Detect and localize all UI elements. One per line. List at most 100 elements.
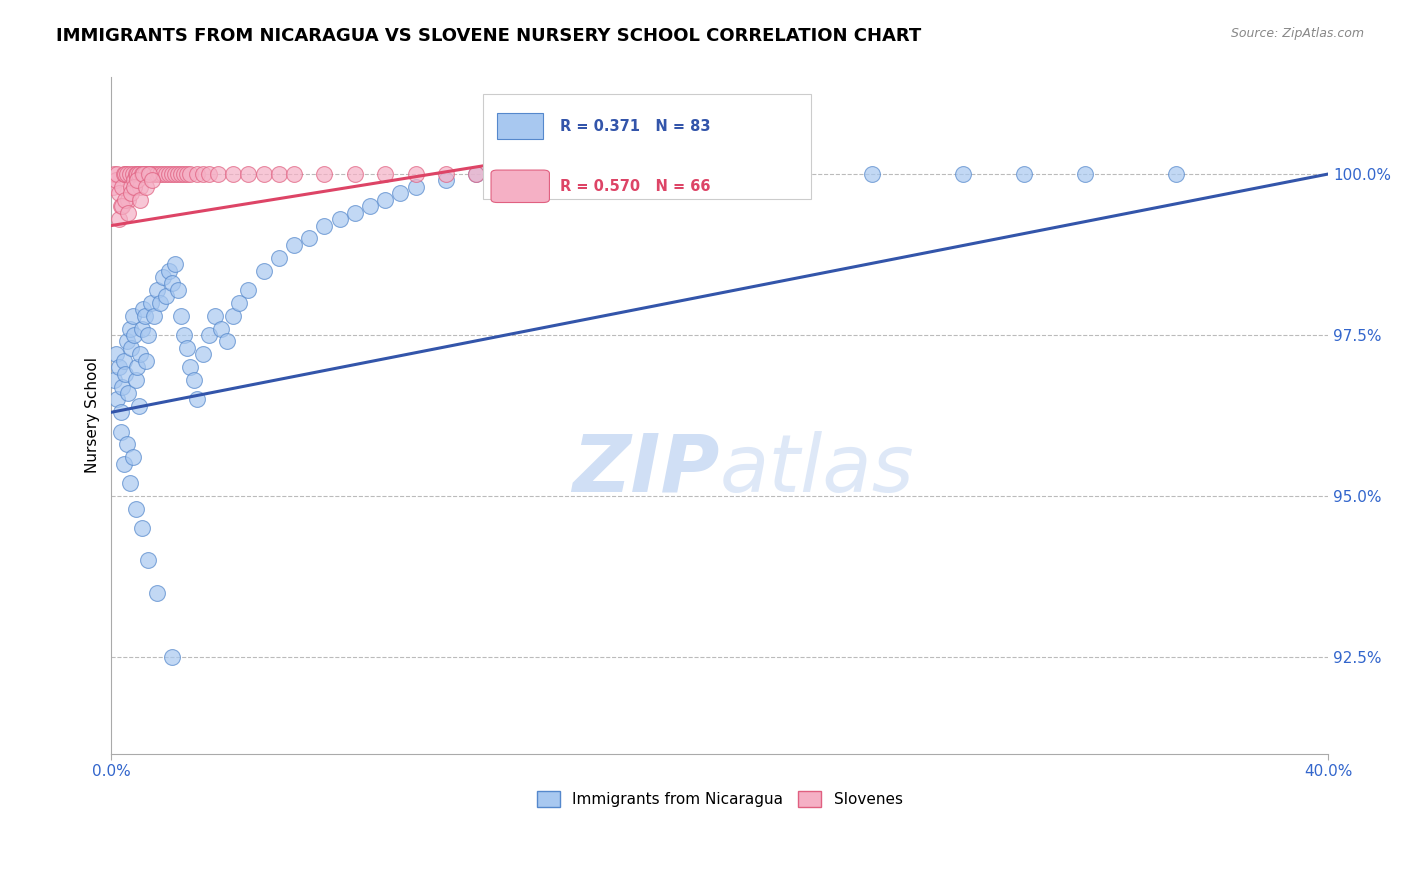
Point: [179, 360, 201, 375]
Point: [162, 277, 184, 291]
Point: [143, 167, 166, 181]
Point: [1164, 167, 1187, 181]
Point: [165, 257, 187, 271]
Legend: Immigrants from Nicaragua, Slovenes: Immigrants from Nicaragua, Slovenes: [531, 785, 908, 814]
Point: [135, 353, 157, 368]
Text: R = 0.371   N = 83: R = 0.371 N = 83: [561, 119, 711, 134]
Point: [209, 321, 232, 335]
Point: [405, 167, 427, 181]
Point: [110, 425, 132, 439]
Point: [170, 309, 193, 323]
Point: [110, 405, 132, 419]
Point: [155, 289, 177, 303]
Point: [117, 386, 139, 401]
Point: [108, 186, 131, 201]
Point: [128, 167, 150, 181]
Point: [108, 360, 131, 375]
Point: [526, 167, 548, 181]
Point: [120, 180, 142, 194]
Point: [648, 167, 671, 181]
Point: [238, 283, 260, 297]
Point: [170, 167, 193, 181]
Point: [104, 347, 127, 361]
Point: [128, 399, 150, 413]
Point: [131, 321, 153, 335]
Point: [434, 173, 457, 187]
Point: [298, 231, 321, 245]
Point: [359, 199, 381, 213]
Point: [131, 167, 153, 181]
Point: [283, 237, 305, 252]
Point: [146, 283, 169, 297]
Point: [117, 205, 139, 219]
Text: atlas: atlas: [720, 431, 914, 508]
Point: [314, 219, 336, 233]
Point: [111, 180, 134, 194]
Point: [107, 392, 129, 407]
Point: [129, 193, 152, 207]
Text: R = 0.570   N = 66: R = 0.570 N = 66: [561, 178, 711, 194]
Point: [118, 167, 141, 181]
Point: [374, 193, 396, 207]
Point: [465, 167, 488, 181]
Point: [617, 167, 640, 181]
Point: [149, 295, 172, 310]
Point: [952, 167, 974, 181]
Point: [103, 373, 125, 387]
Point: [197, 167, 219, 181]
Point: [125, 167, 148, 181]
Point: [495, 167, 517, 181]
Point: [122, 180, 145, 194]
Point: [111, 199, 134, 213]
Point: [111, 379, 134, 393]
Point: [114, 367, 136, 381]
Point: [125, 373, 148, 387]
Point: [157, 167, 180, 181]
Point: [122, 173, 145, 187]
Text: IMMIGRANTS FROM NICARAGUA VS SLOVENE NURSERY SCHOOL CORRELATION CHART: IMMIGRANTS FROM NICARAGUA VS SLOVENE NUR…: [56, 27, 921, 45]
Point: [204, 309, 226, 323]
Point: [252, 263, 274, 277]
Point: [141, 173, 163, 187]
Point: [709, 167, 731, 181]
Point: [139, 167, 162, 181]
Point: [122, 328, 145, 343]
Point: [115, 334, 138, 349]
Point: [186, 167, 208, 181]
Point: [207, 167, 229, 181]
Text: ZIP: ZIP: [572, 431, 720, 508]
Point: [191, 167, 214, 181]
Point: [167, 283, 190, 297]
Point: [121, 309, 143, 323]
Point: [176, 167, 198, 181]
Point: [108, 212, 131, 227]
Point: [197, 328, 219, 343]
Point: [129, 180, 152, 194]
Point: [222, 309, 245, 323]
Point: [162, 649, 184, 664]
Point: [465, 167, 488, 181]
Point: [115, 167, 138, 181]
FancyBboxPatch shape: [482, 95, 811, 199]
Point: [104, 173, 127, 187]
Point: [118, 476, 141, 491]
Point: [127, 173, 149, 187]
Point: [127, 167, 149, 181]
Point: [135, 180, 157, 194]
Point: [283, 167, 305, 181]
Point: [173, 167, 195, 181]
Point: [526, 167, 548, 181]
Point: [495, 167, 517, 181]
Point: [173, 328, 195, 343]
FancyBboxPatch shape: [498, 113, 543, 139]
Point: [860, 167, 883, 181]
Point: [1074, 167, 1097, 181]
Point: [146, 167, 169, 181]
Point: [343, 205, 366, 219]
Point: [186, 392, 208, 407]
Point: [343, 167, 366, 181]
Y-axis label: Nursery School: Nursery School: [86, 358, 100, 474]
Point: [134, 167, 156, 181]
Point: [117, 193, 139, 207]
Point: [110, 199, 132, 213]
